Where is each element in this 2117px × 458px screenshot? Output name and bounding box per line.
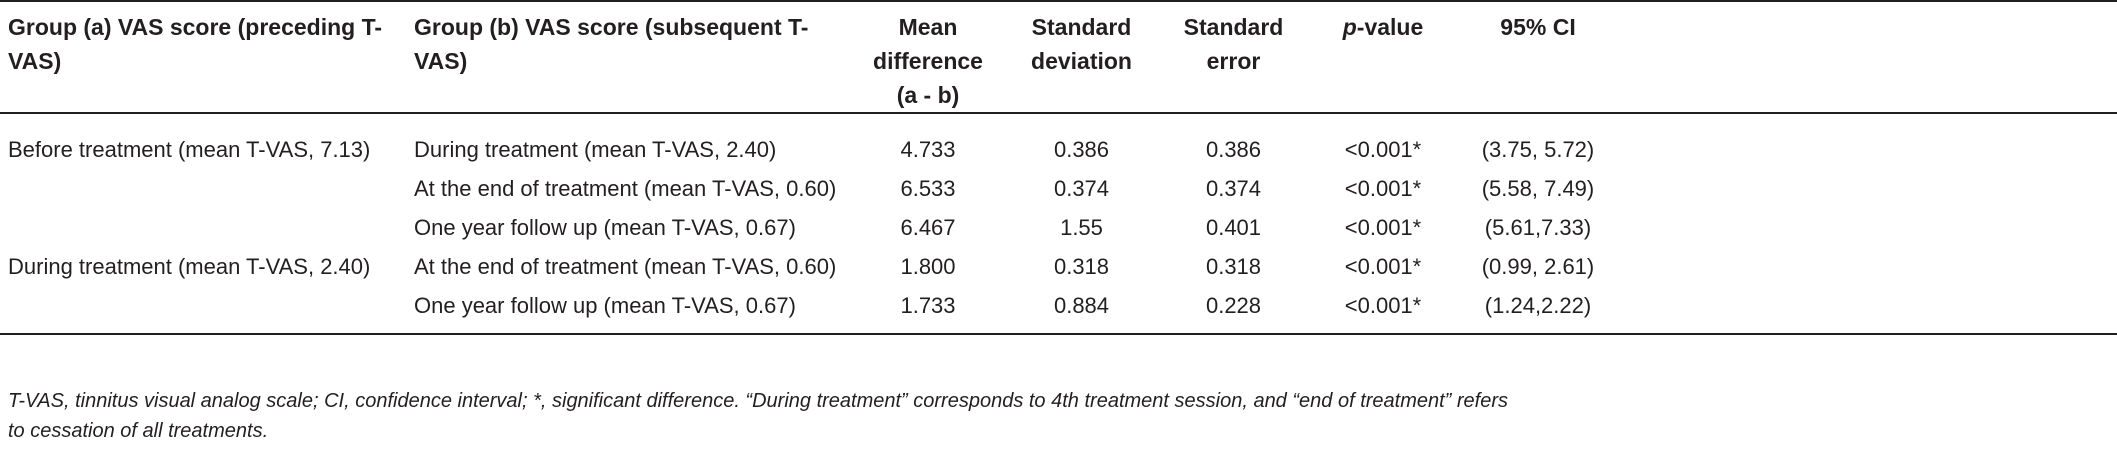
cell-standard-deviation: 0.884: [1002, 286, 1161, 335]
header-sd-line2: deviation: [1031, 48, 1132, 74]
cell-p-value: <0.001*: [1344, 175, 1422, 201]
cell-ci: (5.61,7.33): [1460, 208, 2117, 247]
cell-standard-deviation: 1.55: [1060, 214, 1103, 240]
cell-ci-value: (0.99, 2.61): [1481, 253, 1595, 279]
header-se-line2: error: [1206, 48, 1261, 74]
header-group-a: Group (a) VAS score (preceding T-VAS): [0, 0, 406, 114]
cell-ci: (0.99, 2.61): [1460, 247, 2117, 286]
cell-p-value: <0.001*: [1344, 214, 1422, 240]
cell-p-value: <0.001*: [1344, 253, 1422, 279]
table-body: Before treatment (mean T-VAS, 7.13) Duri…: [0, 113, 2117, 335]
cell-ci: (3.75, 5.72): [1460, 113, 2117, 169]
header-ci: 95% CI: [1460, 0, 2117, 114]
header-mean-difference-line2: (a - b): [896, 82, 960, 108]
cell-standard-deviation: 0.386: [1053, 136, 1110, 162]
table-row: During treatment (mean T-VAS, 2.40) At t…: [0, 247, 2117, 286]
footnote-line-2: to cessation of all treatments.: [8, 420, 269, 442]
cell-group-b: One year follow up (mean T-VAS, 0.67): [414, 214, 796, 240]
cell-group-b: At the end of treatment (mean T-VAS, 0.6…: [414, 253, 837, 279]
header-mean-difference-line1: Mean difference: [873, 14, 983, 74]
table-row: Before treatment (mean T-VAS, 7.13) Duri…: [0, 113, 2117, 169]
cell-group-b: During treatment (mean T-VAS, 2.40): [414, 136, 777, 162]
header-sd-line1: Standard: [1031, 14, 1132, 40]
results-table: Group (a) VAS score (preceding T-VAS) Gr…: [0, 0, 2117, 335]
cell-mean-difference: 4.733: [900, 136, 956, 162]
cell-mean-difference: 1.733: [854, 286, 1002, 335]
cell-ci: (5.58, 7.49): [1460, 169, 2117, 208]
cell-ci-value: (5.61,7.33): [1484, 214, 1592, 240]
cell-group-a: Before treatment (mean T-VAS, 7.13): [8, 136, 371, 162]
table-row: One year follow up (mean T-VAS, 0.67) 6.…: [0, 208, 2117, 247]
cell-standard-error: 0.228: [1161, 286, 1306, 335]
cell-standard-error: 0.386: [1205, 136, 1262, 162]
table-row: One year follow up (mean T-VAS, 0.67) 1.…: [0, 286, 2117, 335]
cell-mean-difference: 6.467: [900, 214, 956, 240]
header-row: Group (a) VAS score (preceding T-VAS) Gr…: [0, 0, 2117, 114]
cell-group-b: One year follow up (mean T-VAS, 0.67): [406, 286, 854, 335]
cell-group-a: [0, 169, 406, 208]
cell-ci-value: (5.58, 7.49): [1481, 175, 1595, 201]
cell-group-a: [0, 208, 406, 247]
header-standard-error: Standard error: [1161, 0, 1306, 114]
header-p-value: p-value: [1306, 0, 1460, 114]
cell-group-a: During treatment (mean T-VAS, 2.40): [8, 253, 371, 279]
header-p-rest: -value: [1356, 14, 1424, 40]
cell-mean-difference: 6.533: [900, 175, 956, 201]
cell-standard-error: 0.374: [1205, 175, 1262, 201]
header-ci-label: 95% CI: [1500, 14, 1576, 40]
header-p-italic: p: [1342, 14, 1357, 40]
cell-group-a: [0, 286, 406, 335]
cell-mean-difference: 1.800: [900, 253, 956, 279]
footnote-line-1: T-VAS, tinnitus visual analog scale; CI,…: [8, 390, 1509, 412]
header-group-b: Group (b) VAS score (subsequent T-VAS): [406, 0, 854, 114]
cell-standard-deviation: 0.318: [1053, 253, 1110, 279]
cell-ci-value: (1.24,2.22): [1484, 292, 1592, 318]
table-footnote: T-VAS, tinnitus visual analog scale; CI,…: [8, 386, 2108, 446]
header-standard-deviation: Standard deviation: [1002, 0, 1161, 114]
cell-standard-deviation: 0.374: [1053, 175, 1110, 201]
cell-group-b: At the end of treatment (mean T-VAS, 0.6…: [414, 175, 837, 201]
table-row: At the end of treatment (mean T-VAS, 0.6…: [0, 169, 2117, 208]
cell-ci: (1.24,2.22): [1460, 286, 2117, 335]
cell-ci-value: (3.75, 5.72): [1481, 136, 1595, 162]
cell-p-value: <0.001*: [1344, 136, 1422, 162]
header-mean-difference: Mean difference (a - b): [854, 0, 1002, 114]
cell-standard-error: 0.401: [1205, 214, 1262, 240]
cell-standard-error: 0.318: [1205, 253, 1262, 279]
cell-p-value: <0.001*: [1306, 286, 1460, 335]
header-se-line1: Standard: [1183, 14, 1284, 40]
